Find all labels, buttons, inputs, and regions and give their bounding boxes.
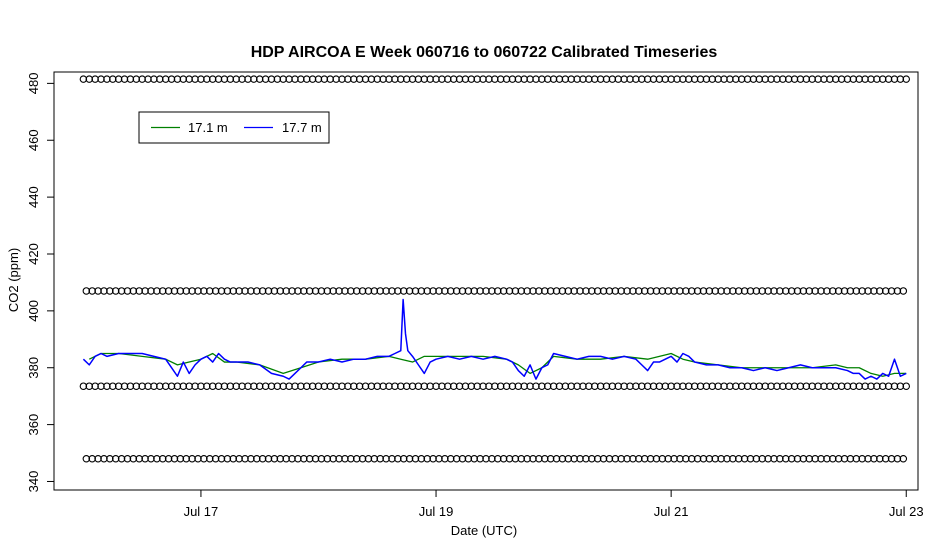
- y-tick-label: 360: [26, 414, 41, 436]
- plot-frame: [53, 71, 919, 491]
- series-line-17-7-m: [82, 298, 907, 380]
- calibration-marker: [899, 454, 908, 463]
- legend-label-17-7m: 17.7 m: [282, 120, 322, 135]
- x-tick-label: Jul 17: [184, 504, 219, 519]
- chart-title: HDP AIRCOA E Week 060716 to 060722 Calib…: [251, 44, 718, 61]
- legend-label-17-1m: 17.1 m: [188, 120, 228, 135]
- y-tick-label: 460: [26, 129, 41, 151]
- calibration-marker: [902, 75, 910, 83]
- calibration-marker: [902, 382, 910, 390]
- y-tick-label: 380: [26, 357, 41, 379]
- x-axis: Jul 17 Jul 19 Jul 21 Jul 23: [184, 490, 924, 519]
- legend: 17.1 m 17.7 m: [138, 111, 330, 144]
- y-tick-label: 400: [26, 300, 41, 322]
- y-tick-label: 340: [26, 471, 41, 493]
- calibration-marker: [899, 287, 908, 295]
- x-tick-label: Jul 21: [654, 504, 689, 519]
- y-tick-label: 440: [26, 186, 41, 208]
- y-axis-label: CO2 (ppm): [6, 248, 21, 312]
- y-axis: 340 360 380 400 420 440 460 480: [26, 73, 54, 493]
- series-lines: [82, 298, 907, 380]
- x-tick-label: Jul 23: [889, 504, 924, 519]
- x-axis-label: Date (UTC): [451, 523, 517, 538]
- y-tick-label: 480: [26, 73, 41, 95]
- y-tick-label: 420: [26, 243, 41, 265]
- calibration-markers: [79, 75, 910, 463]
- x-tick-label: Jul 19: [419, 504, 454, 519]
